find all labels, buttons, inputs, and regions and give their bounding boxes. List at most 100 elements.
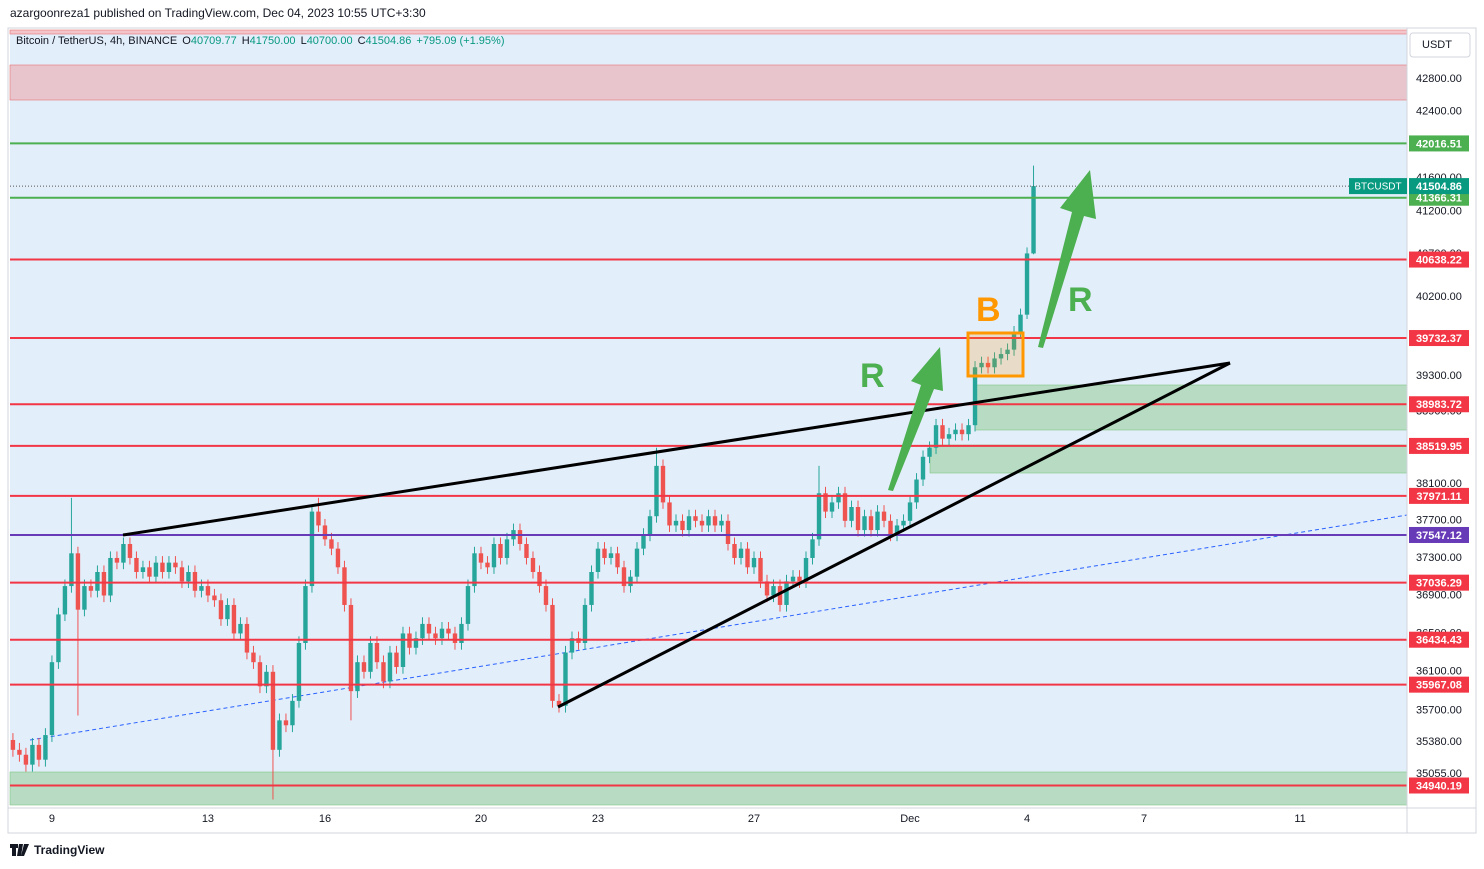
candle-body: [498, 543, 503, 558]
y-tick-label: 41200.00: [1416, 206, 1462, 218]
candle-body: [387, 652, 393, 682]
candle-body: [862, 516, 867, 531]
candle-body: [433, 633, 438, 639]
candle-body: [205, 586, 211, 596]
candle-body: [751, 557, 757, 568]
candle-body: [602, 548, 607, 558]
y-tick-label: 36100.00: [1416, 666, 1462, 678]
x-tick-label: 11: [1294, 813, 1305, 825]
candle-body: [829, 502, 835, 512]
candle-body: [192, 571, 198, 591]
level-label-box: [1409, 251, 1469, 268]
candle-body: [95, 571, 100, 591]
symbol: Bitcoin / TetherUS, 4h, BINANCE: [16, 35, 178, 47]
candle-body: [472, 553, 477, 587]
last-price-label: 41504.86: [1416, 181, 1462, 193]
trendline: [557, 361, 1231, 709]
candle-body: [524, 543, 529, 558]
candle-body: [290, 700, 295, 726]
candle-body: [381, 662, 386, 682]
annotation-label: R: [1068, 281, 1093, 319]
dashed-trendline: [29, 514, 1408, 741]
footer[interactable]: TradingView: [10, 843, 104, 857]
candle-body: [420, 623, 425, 639]
candle-body: [673, 520, 679, 526]
candle-body: [589, 571, 594, 605]
logo: [10, 844, 29, 856]
candle-body: [231, 604, 237, 634]
candle-body: [745, 548, 750, 568]
candle-body: [322, 525, 328, 540]
candle-body: [452, 633, 458, 643]
candle-body: [504, 539, 510, 558]
candle-body: [264, 671, 269, 687]
level-label-box: [1409, 437, 1469, 454]
candle-body: [127, 543, 133, 558]
x-tick-label: 27: [748, 813, 760, 825]
x-tick-label: 4: [1024, 813, 1030, 825]
candle-body: [309, 511, 315, 587]
candle-body: [160, 562, 165, 572]
level-label: 37547.12: [1416, 530, 1462, 542]
candle-body: [712, 516, 718, 526]
candle-body: [121, 543, 126, 563]
candle-body: [478, 553, 484, 563]
candle-body: [641, 534, 646, 549]
candle-body: [621, 567, 627, 587]
level-label-box: [1409, 135, 1469, 152]
open-label: O: [182, 35, 191, 47]
candle-body: [1024, 253, 1030, 315]
candle-body: [153, 562, 159, 577]
candle-body: [1005, 349, 1010, 355]
arrow: [888, 347, 943, 491]
candle-body: [30, 744, 35, 765]
candle-body: [647, 516, 653, 535]
candle-body: [907, 502, 913, 521]
candle-body: [283, 720, 289, 726]
candle-body: [946, 434, 952, 439]
candle-body: [940, 425, 945, 439]
candle-body: [881, 511, 887, 521]
candle-body: [888, 520, 893, 535]
candle-body: [82, 586, 87, 610]
y-tick-label: 40200.00: [1416, 291, 1462, 303]
level-label: 42016.51: [1416, 138, 1462, 150]
open-value: 40709.77: [190, 35, 237, 47]
support-zone: [929, 444, 1408, 474]
candle-body: [517, 530, 523, 544]
candle-body: [933, 425, 939, 448]
candle-body: [803, 557, 809, 582]
candle-body: [413, 638, 419, 648]
support-zone: [9, 771, 1408, 806]
low-label: L: [300, 35, 307, 47]
candle-body: [426, 623, 432, 634]
level-label: 41366.31: [1416, 193, 1462, 205]
candle-body: [101, 571, 107, 596]
candle-body: [998, 354, 1004, 359]
candle-body: [491, 543, 497, 568]
candle-body: [485, 562, 490, 568]
candle-body: [348, 604, 354, 692]
candle-body: [69, 553, 74, 587]
candle-body: [816, 493, 822, 540]
candle-body: [556, 700, 562, 706]
candle-body: [582, 604, 588, 643]
candle-body: [979, 362, 984, 368]
candle-body: [368, 642, 373, 672]
candle-body: [875, 511, 880, 531]
candle-body: [693, 516, 698, 521]
candle-body: [706, 516, 711, 526]
candle-body: [959, 429, 965, 435]
candle-body: [329, 539, 334, 549]
candle-body: [173, 562, 178, 568]
candle-body: [784, 581, 789, 605]
y-tick-label: 39300.00: [1416, 370, 1462, 382]
candle-body: [446, 628, 451, 634]
candle-body: [23, 754, 29, 765]
close-label: C: [357, 35, 366, 47]
candle-body: [335, 548, 341, 568]
candle-body: [10, 739, 16, 750]
candle-body: [699, 520, 705, 526]
candle-body: [855, 507, 861, 531]
currency-button[interactable]: [1409, 32, 1471, 58]
